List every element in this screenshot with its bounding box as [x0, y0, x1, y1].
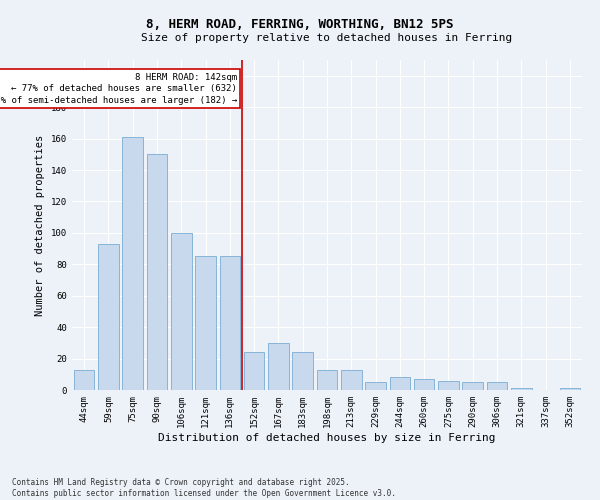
Bar: [146, 154, 167, 390]
Title: Size of property relative to detached houses in Ferring: Size of property relative to detached ho…: [142, 32, 512, 42]
Bar: [317, 370, 337, 390]
Text: 8, HERM ROAD, FERRING, WORTHING, BN12 5PS: 8, HERM ROAD, FERRING, WORTHING, BN12 5P…: [146, 18, 454, 30]
Bar: [98, 244, 119, 390]
Text: Contains HM Land Registry data © Crown copyright and database right 2025.
Contai: Contains HM Land Registry data © Crown c…: [12, 478, 396, 498]
Bar: [511, 388, 532, 390]
Bar: [463, 382, 483, 390]
Bar: [341, 370, 362, 390]
Bar: [244, 352, 265, 390]
Text: 8 HERM ROAD: 142sqm
← 77% of detached houses are smaller (632)
22% of semi-detac: 8 HERM ROAD: 142sqm ← 77% of detached ho…: [0, 72, 237, 105]
Bar: [560, 388, 580, 390]
Bar: [292, 352, 313, 390]
Bar: [171, 233, 191, 390]
Y-axis label: Number of detached properties: Number of detached properties: [35, 134, 46, 316]
Bar: [195, 256, 216, 390]
Bar: [220, 256, 240, 390]
Bar: [414, 379, 434, 390]
Bar: [365, 382, 386, 390]
Bar: [389, 378, 410, 390]
Bar: [268, 343, 289, 390]
X-axis label: Distribution of detached houses by size in Ferring: Distribution of detached houses by size …: [158, 432, 496, 442]
Bar: [74, 370, 94, 390]
Bar: [487, 382, 508, 390]
Bar: [438, 380, 459, 390]
Bar: [122, 137, 143, 390]
